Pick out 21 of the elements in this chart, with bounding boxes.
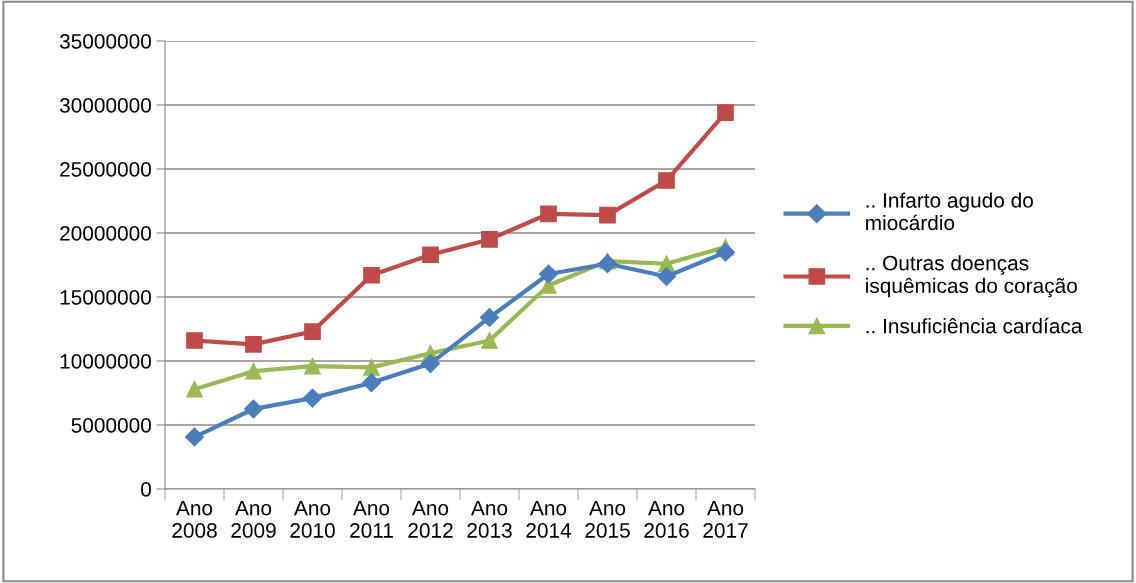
x-tick-label: Ano 2016 (644, 500, 689, 538)
x-tick-label: Ano 2017 (703, 500, 748, 538)
y-tick-label: 10000000 (60, 354, 151, 369)
y-tick-label: 30000000 (59, 98, 151, 113)
y-tick-label: 0 (141, 482, 151, 497)
y-tick-label: 25000000 (60, 162, 151, 177)
x-tick-label: Ano 2014 (526, 500, 572, 538)
x-tick-label: Ano 2012 (408, 500, 453, 538)
x-tick-label: Ano 2013 (467, 500, 512, 538)
x-tick-label: Ano 2009 (231, 500, 276, 538)
x-tick-label: Ano 2011 (350, 500, 393, 538)
x-tick-label: Ano 2008 (172, 500, 217, 538)
legend-label: .. Outras doenças isquêmicas do coração (866, 255, 1077, 298)
y-tick-label: 20000000 (60, 226, 151, 241)
y-tick-label: 5000000 (71, 418, 151, 433)
y-tick-label: 35000000 (59, 34, 151, 49)
x-tick-label: Ano 2015 (585, 500, 630, 538)
x-tick-label: Ano 2010 (290, 500, 335, 538)
y-tick-label: 15000000 (60, 290, 151, 305)
legend-label: .. Infarto agudo do miocárdio (866, 192, 1033, 231)
legend-label: .. Insuficiência cardíaca (866, 317, 1083, 334)
